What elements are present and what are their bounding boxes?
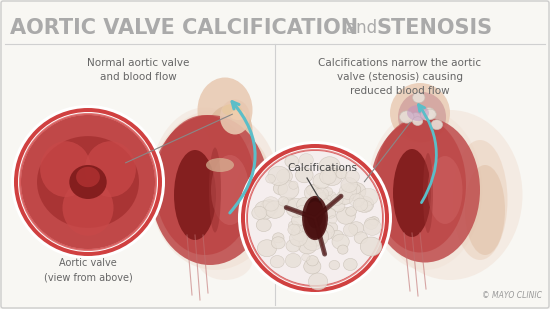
Ellipse shape [427,156,463,224]
Ellipse shape [241,144,389,292]
Ellipse shape [328,216,337,223]
Ellipse shape [223,140,273,250]
Ellipse shape [14,108,162,256]
Ellipse shape [21,115,155,249]
Ellipse shape [302,229,323,247]
Ellipse shape [265,201,285,218]
Ellipse shape [295,167,313,183]
Ellipse shape [390,83,450,143]
Ellipse shape [69,165,107,199]
Ellipse shape [292,214,305,226]
Ellipse shape [374,117,466,252]
Ellipse shape [211,155,249,225]
Ellipse shape [322,168,342,185]
Ellipse shape [197,240,252,280]
Ellipse shape [222,104,242,116]
Ellipse shape [326,192,336,201]
Ellipse shape [304,259,321,274]
Ellipse shape [309,273,328,290]
Ellipse shape [307,227,328,246]
Ellipse shape [197,78,252,142]
Ellipse shape [323,187,333,196]
Ellipse shape [302,196,328,240]
Ellipse shape [412,92,425,103]
Ellipse shape [286,239,300,252]
Ellipse shape [369,217,379,226]
Ellipse shape [278,197,289,206]
Ellipse shape [298,238,317,254]
Ellipse shape [11,105,165,259]
Ellipse shape [332,234,349,249]
Ellipse shape [343,223,358,236]
Ellipse shape [245,148,385,288]
Ellipse shape [331,230,343,241]
Ellipse shape [412,117,423,125]
Ellipse shape [349,184,361,195]
Ellipse shape [411,113,421,121]
Ellipse shape [423,153,433,233]
Ellipse shape [296,197,314,212]
Ellipse shape [63,180,113,236]
Ellipse shape [304,185,322,201]
Ellipse shape [346,207,356,216]
Ellipse shape [360,237,382,256]
Text: STENOSIS: STENOSIS [376,18,492,38]
Ellipse shape [255,201,275,219]
Text: and: and [346,19,377,37]
Ellipse shape [285,253,301,268]
Ellipse shape [233,163,271,248]
Ellipse shape [260,200,278,215]
Ellipse shape [320,169,336,184]
Ellipse shape [286,198,307,217]
Ellipse shape [252,206,267,219]
Ellipse shape [271,237,285,249]
Ellipse shape [353,198,368,211]
Ellipse shape [278,181,299,199]
Ellipse shape [345,182,366,201]
Text: Aortic valve
(view from above): Aortic valve (view from above) [43,258,133,282]
Ellipse shape [282,197,295,210]
Ellipse shape [150,108,260,263]
Ellipse shape [303,233,322,251]
Ellipse shape [155,115,255,255]
Ellipse shape [349,222,364,235]
Ellipse shape [270,256,284,268]
Ellipse shape [315,188,329,200]
Ellipse shape [338,245,348,254]
Text: © MAYO CLINIC: © MAYO CLINIC [482,291,542,300]
Ellipse shape [331,200,345,212]
Ellipse shape [313,173,331,188]
Ellipse shape [337,208,355,224]
Ellipse shape [256,218,271,231]
Ellipse shape [453,140,508,260]
Text: Calcifications: Calcifications [287,163,357,173]
Ellipse shape [76,167,100,187]
Ellipse shape [20,114,156,250]
Ellipse shape [324,209,336,218]
Ellipse shape [207,105,252,155]
Ellipse shape [341,178,358,192]
Ellipse shape [465,165,505,255]
Ellipse shape [354,232,367,244]
Ellipse shape [305,224,320,238]
Ellipse shape [367,110,482,270]
Ellipse shape [359,188,378,205]
Ellipse shape [230,110,246,120]
Ellipse shape [339,184,357,199]
Ellipse shape [291,225,310,241]
Ellipse shape [257,240,277,257]
Ellipse shape [319,157,340,176]
Ellipse shape [393,149,431,237]
Ellipse shape [370,117,480,263]
Ellipse shape [377,110,522,280]
Ellipse shape [336,169,347,179]
Ellipse shape [85,141,136,197]
Ellipse shape [355,196,374,213]
Ellipse shape [248,151,382,285]
Ellipse shape [150,110,280,270]
Ellipse shape [316,224,334,240]
Ellipse shape [238,141,392,295]
Text: Calcifications narrow the aortic
valve (stenosis) causing
reduced blood flow: Calcifications narrow the aortic valve (… [318,58,482,96]
Ellipse shape [424,109,436,120]
